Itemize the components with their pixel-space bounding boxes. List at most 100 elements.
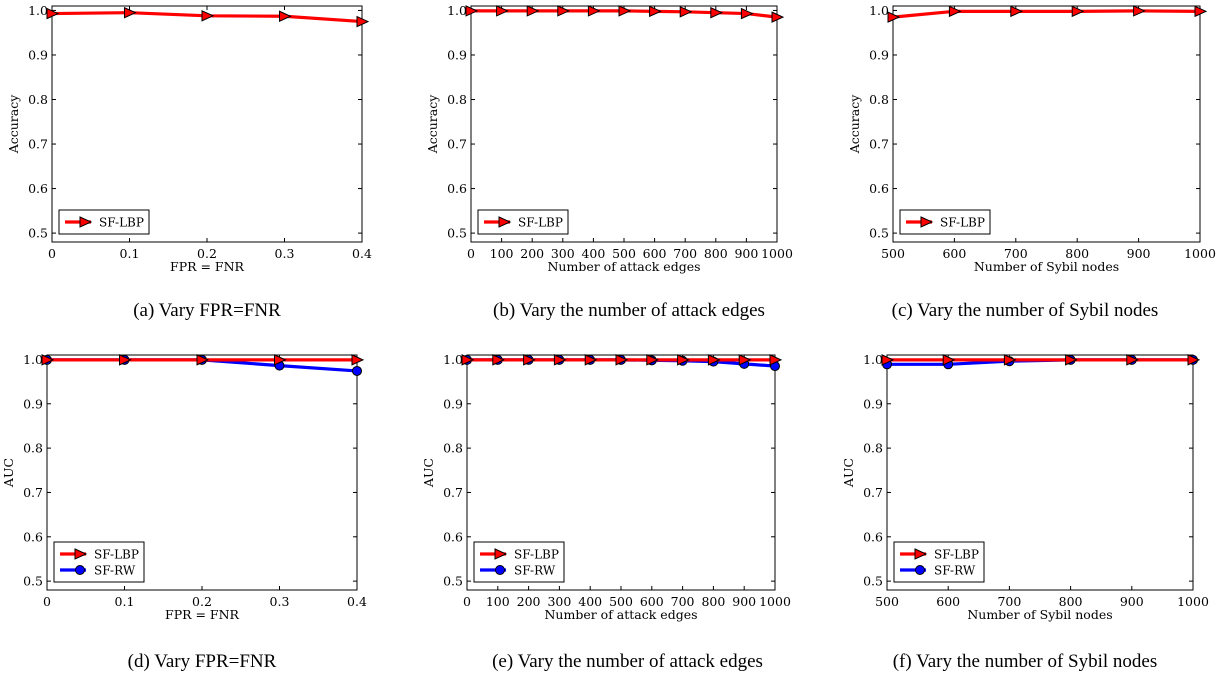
series-line-sf-lbp <box>892 9 1201 19</box>
caption-b: (b) Vary the number of attack edges <box>493 300 765 321</box>
chart-b: 0 100 200 300 400 500 600 700 800 900 1000 0.5 0.6 0.… <box>425 3 793 274</box>
caption-c: (c) Vary the number of Sybil nodes <box>891 300 1159 321</box>
x-axis-label: FPR = FNR <box>170 259 245 274</box>
x-tick-label: 600 <box>640 594 664 609</box>
y-tick-label: 0.8 <box>863 441 883 456</box>
x-tick-label: 0.1 <box>120 246 140 261</box>
data-point-sf-lbp <box>1010 5 1024 18</box>
y-tick-label: 0.9 <box>28 47 48 62</box>
legend-label: SF-LBP <box>514 548 559 562</box>
data-point-sf-lbp <box>351 354 365 366</box>
x-tick-label: 500 <box>875 594 899 609</box>
y-tick-label: 0.6 <box>863 529 883 544</box>
x-tick-label: 900 <box>1120 594 1144 609</box>
data-point-sf-lbp <box>1071 5 1085 18</box>
data-point-sf-lbp <box>553 354 567 366</box>
x-tick-label: 1000 <box>759 594 791 609</box>
data-point-sf-lbp <box>1065 354 1078 366</box>
x-tick-label: 900 <box>734 246 758 261</box>
data-point-sf-lbp <box>279 10 292 23</box>
y-tick-label: 0.5 <box>23 574 43 589</box>
data-point-sf-lbp <box>492 354 506 366</box>
x-tick-label: 900 <box>732 594 756 609</box>
y-tick-label: 0.9 <box>23 396 43 411</box>
caption-f: (f) Vary the number of Sybil nodes <box>892 651 1158 672</box>
data-point-sf-lbp <box>649 5 662 18</box>
legend: SF-LBP <box>899 209 991 235</box>
y-axis-label: AUC <box>1 458 16 488</box>
legend: SF-LBP <box>477 209 569 235</box>
x-tick-label: 600 <box>936 594 960 609</box>
legend-box <box>477 209 569 235</box>
y-tick-label: 0.7 <box>863 485 883 500</box>
x-tick-label: 700 <box>1004 246 1028 261</box>
y-tick-label: 0.5 <box>28 226 48 241</box>
data-point-sf-lbp <box>523 354 536 366</box>
x-tick-label: 700 <box>673 246 697 261</box>
data-point-sf-lbp <box>201 10 215 22</box>
axes-frame <box>886 354 1194 591</box>
y-tick-label: 0.8 <box>447 92 467 107</box>
y-tick-label: 0.9 <box>443 396 463 411</box>
data-point-sf-lbp <box>526 5 540 17</box>
legend-label: SF-LBP <box>940 216 985 230</box>
data-point-sf-lbp <box>1187 354 1201 366</box>
x-tick-label: 900 <box>1127 246 1151 261</box>
data-point-sf-lbp <box>948 5 962 18</box>
x-axis-label: Number of Sybil nodes <box>967 607 1112 622</box>
data-point-sf-lbp <box>1194 5 1208 18</box>
x-tick-label: 800 <box>1065 246 1089 261</box>
legend: SF-LBP SF-RW <box>53 541 145 583</box>
data-point-sf-lbp <box>615 354 629 366</box>
y-tick-label: 1.0 <box>23 352 43 367</box>
x-tick-label: 1000 <box>1184 246 1216 261</box>
x-axis-label: Number of attack edges <box>544 607 697 622</box>
x-tick-label: 0.2 <box>192 594 212 609</box>
data-point-sf-lbp <box>677 354 690 366</box>
x-tick-label: 100 <box>490 246 514 261</box>
x-tick-label: 700 <box>671 594 695 609</box>
data-point-sf-lbp <box>1133 5 1146 17</box>
y-tick-label: 1.0 <box>443 352 463 367</box>
caption-a: (a) Vary FPR=FNR <box>133 300 281 321</box>
x-tick-label: 500 <box>609 594 633 609</box>
data-point-sf-lbp <box>41 354 55 366</box>
x-tick-label: 500 <box>881 246 905 261</box>
y-tick-label: 1.0 <box>863 352 883 367</box>
y-tick-label: 0.9 <box>863 396 883 411</box>
chart-c: 500 600 700 800 900 1000 0.5 0.6 0.7 0.8 0.9 1.0 Num… <box>847 3 1216 274</box>
data-point-sf-lbp <box>740 7 754 20</box>
caption-d: (d) Vary FPR=FNR <box>127 651 277 672</box>
x-axis-label: Number of Sybil nodes <box>974 259 1119 274</box>
legend-label: SF-LBP <box>99 216 144 230</box>
y-tick-label: 0.8 <box>443 441 463 456</box>
legend-label: SF-LBP <box>518 216 563 230</box>
axes-frame <box>470 5 778 243</box>
legend-label: SF-LBP <box>94 548 139 562</box>
legend-label: SF-LBP <box>934 548 979 562</box>
y-tick-label: 1.0 <box>869 3 889 18</box>
data-point-sf-lbp <box>618 5 632 17</box>
y-tick-label: 0.6 <box>23 529 43 544</box>
y-tick-label: 0.8 <box>28 92 48 107</box>
data-point-sf-lbp <box>46 7 60 20</box>
y-tick-label: 0.5 <box>863 574 883 589</box>
x-tick-label: 0.2 <box>197 246 217 261</box>
axes-frame <box>51 5 363 243</box>
legend-marker <box>914 548 928 560</box>
x-axis-label: Number of attack edges <box>547 259 700 274</box>
x-tick-label: 400 <box>581 246 605 261</box>
data-point-sf-lbp <box>887 11 901 23</box>
y-tick-label: 0.6 <box>447 181 467 196</box>
y-tick-label: 0.9 <box>869 47 889 62</box>
x-tick-label: 500 <box>612 246 636 261</box>
y-tick-label: 0.7 <box>447 137 467 152</box>
y-tick-label: 0.7 <box>869 137 889 152</box>
y-tick-label: 0.7 <box>28 137 48 152</box>
data-point-sf-lbp <box>274 354 287 366</box>
y-tick-label: 0.6 <box>28 181 48 196</box>
x-tick-label: 700 <box>997 594 1021 609</box>
x-tick-label: 0.3 <box>270 594 290 609</box>
x-tick-label: 300 <box>551 246 575 261</box>
